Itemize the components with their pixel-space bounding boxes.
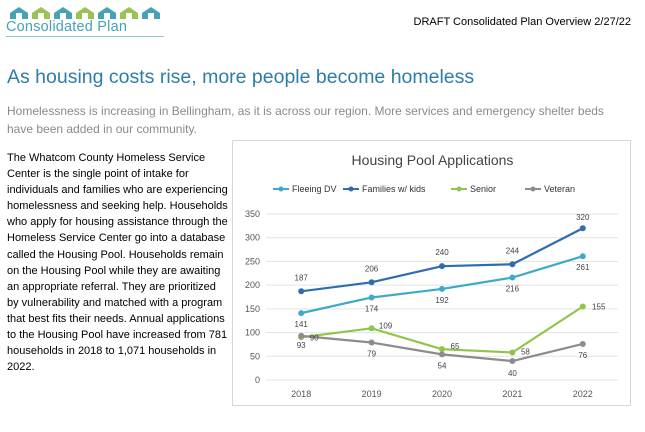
y-tick-label: 300 — [245, 233, 260, 243]
data-point — [298, 310, 305, 317]
y-tick-label: 100 — [245, 328, 260, 338]
page-title: As housing costs rise, more people becom… — [7, 66, 475, 88]
chart-series — [298, 225, 586, 365]
house-window-icon — [16, 13, 22, 19]
data-point — [298, 332, 305, 339]
data-label: 244 — [506, 246, 520, 255]
y-tick-label: 250 — [245, 256, 260, 266]
legend-marker — [348, 186, 354, 192]
data-point — [509, 349, 516, 356]
data-point — [368, 339, 375, 346]
house-window-icon — [60, 13, 66, 19]
data-point — [368, 294, 375, 301]
data-label: 109 — [379, 321, 393, 330]
logo-text: Consolidated Plan — [6, 19, 128, 35]
data-label: 90 — [310, 333, 319, 342]
housing-pool-chart: Housing Pool Applications Fleeing DV Fami… — [232, 140, 631, 406]
data-point — [579, 303, 586, 310]
data-label: 40 — [508, 369, 517, 378]
data-label: 261 — [576, 263, 590, 272]
y-tick-label: 200 — [245, 280, 260, 290]
document-header-title: DRAFT Consolidated Plan Overview 2/27/22 — [413, 16, 631, 28]
y-tick-label: 0 — [255, 375, 260, 385]
data-label: 54 — [438, 361, 447, 370]
x-tick-label: 2019 — [362, 389, 382, 399]
data-point — [509, 261, 516, 268]
series-line — [301, 305, 584, 354]
data-label: 240 — [435, 248, 449, 257]
y-tick-label: 150 — [245, 304, 260, 314]
houses-logo-icon — [10, 7, 160, 19]
x-tick-label: 2020 — [432, 389, 452, 399]
data-label: 93 — [297, 341, 306, 350]
logo-divider — [6, 36, 164, 37]
data-label: 79 — [367, 350, 376, 359]
data-label: 206 — [365, 264, 379, 273]
data-point — [579, 253, 586, 260]
lead-paragraph: Homelessness is increasing in Bellingham… — [7, 104, 604, 136]
x-tick-label: 2021 — [502, 389, 522, 399]
data-point — [368, 279, 375, 286]
data-point — [439, 285, 445, 292]
data-label: 174 — [365, 304, 379, 313]
legend-marker — [456, 186, 462, 192]
body-paragraph: The Whatcom County Homeless Service Cent… — [7, 152, 228, 374]
legend-marker — [278, 186, 284, 192]
line-chart: Housing Pool Applications Fleeing DV Fami… — [245, 152, 618, 399]
data-point — [579, 340, 586, 347]
data-label: 155 — [592, 302, 606, 311]
data-label: 58 — [521, 347, 530, 356]
legend-label: Veteran — [544, 184, 575, 194]
data-label: 65 — [451, 342, 460, 351]
data-point — [368, 325, 375, 332]
data-label: 76 — [578, 351, 587, 360]
house-window-icon — [82, 13, 88, 19]
data-point — [439, 263, 445, 270]
x-tick-label: 2018 — [291, 389, 311, 399]
data-label: 216 — [506, 285, 520, 294]
x-axis: 2018 2019 2020 2021 2022 — [291, 389, 593, 399]
data-labels: 141 174 192 216 261 187 206 240 244 320 90 109 65 58 1… — [295, 213, 606, 378]
legend-label: Senior — [470, 184, 496, 194]
data-point — [439, 346, 445, 353]
y-tick-label: 350 — [245, 209, 260, 219]
legend-label: Fleeing DV — [292, 184, 337, 194]
chart-grid — [266, 213, 618, 381]
consolidated-plan-logo: Consolidated Plan — [6, 6, 166, 37]
x-tick-label: 2022 — [573, 389, 593, 399]
data-label: 141 — [295, 320, 309, 329]
legend-marker — [530, 186, 536, 192]
house-window-icon — [38, 13, 44, 19]
house-window-icon — [148, 13, 154, 19]
data-label: 320 — [576, 213, 590, 222]
legend-label: Families w/ kids — [362, 184, 426, 194]
data-point — [298, 288, 305, 295]
data-point — [509, 274, 516, 281]
data-label: 192 — [435, 296, 449, 305]
data-point — [579, 225, 586, 232]
data-label: 187 — [295, 273, 309, 282]
house-window-icon — [104, 13, 110, 19]
chart-legend: Fleeing DV Families w/ kids Senior Veteran — [273, 184, 575, 194]
house-window-icon — [126, 13, 132, 19]
y-tick-label: 50 — [250, 351, 260, 361]
y-axis: 0 50 100 150 200 250 300 350 — [245, 209, 260, 385]
data-point — [439, 351, 445, 358]
data-point — [509, 358, 516, 365]
chart-title: Housing Pool Applications — [352, 152, 514, 168]
